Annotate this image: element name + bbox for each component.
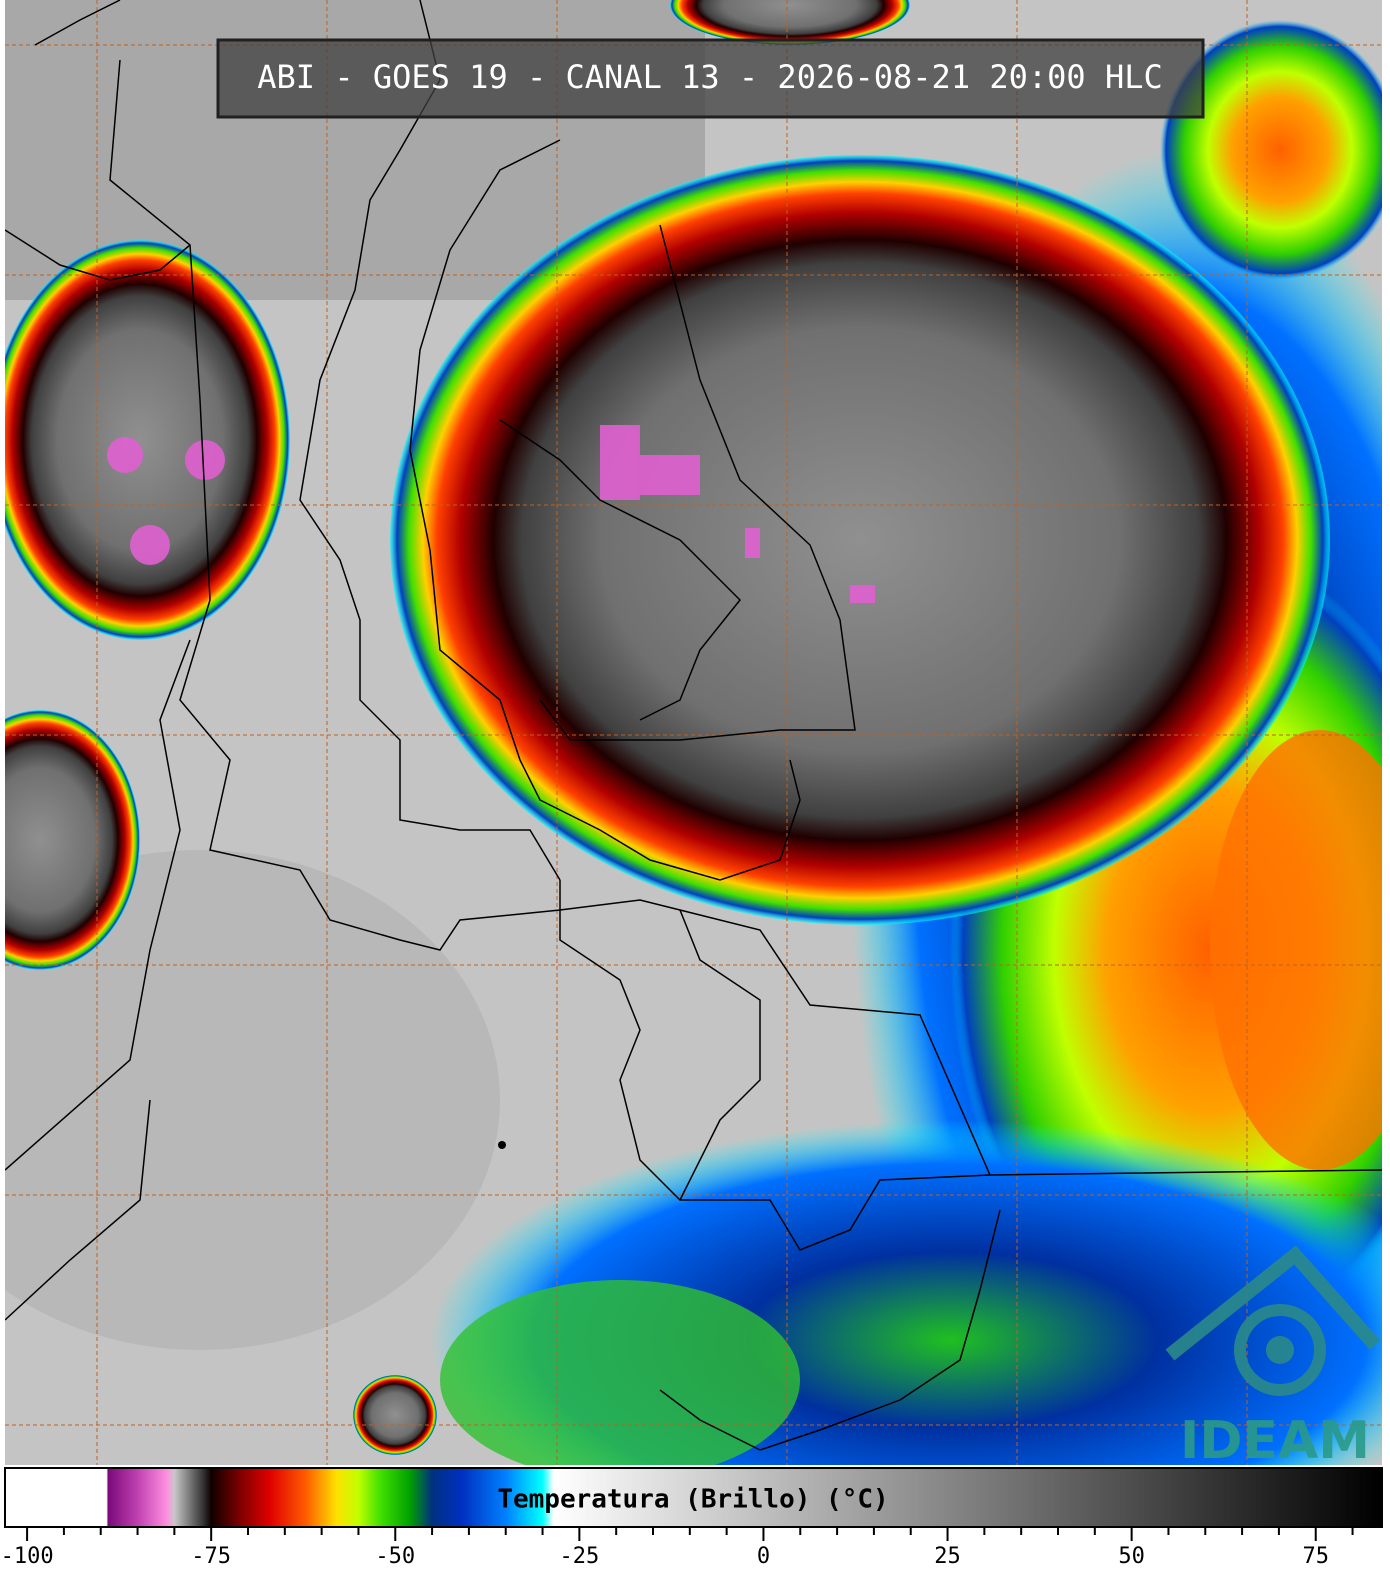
colorbar: [4, 1467, 1383, 1528]
tick-label: 50: [1118, 1544, 1145, 1569]
logo-text: IDEAM: [1180, 1411, 1370, 1471]
tick-label: 0: [757, 1544, 770, 1569]
tick-label: 75: [1302, 1544, 1329, 1569]
colorbar-label: Temperatura (Brillo) (°C): [497, 1485, 888, 1515]
logo: IDEAM: [1165, 1245, 1381, 1471]
title: ABI - GOES 19 - CANAL 13 - 2026-08-21 20…: [257, 58, 1162, 96]
tick-label: -75: [191, 1544, 231, 1569]
tick-label: 25: [934, 1544, 961, 1569]
tick-label: -25: [559, 1544, 599, 1569]
title-box: [216, 38, 1205, 119]
tick-label: -50: [375, 1544, 415, 1569]
tick-label: -100: [1, 1544, 54, 1569]
